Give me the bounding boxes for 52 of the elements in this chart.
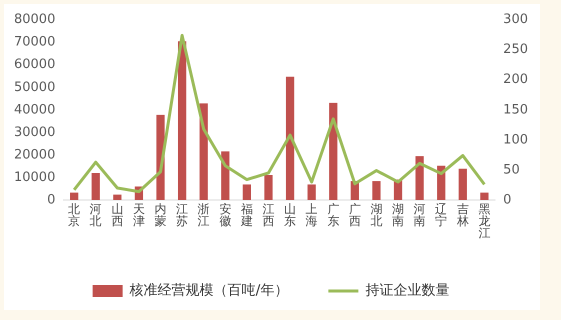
x-tick-label: 江西	[262, 202, 274, 228]
x-tick-label: 浙江	[198, 202, 210, 228]
x-tick-label: 广东	[327, 202, 340, 228]
bar	[92, 172, 100, 200]
x-tick-label: 北京	[68, 202, 80, 228]
y-tick-label: 10000	[14, 170, 56, 185]
bar	[221, 151, 230, 200]
x-tick-label: 黑龙江	[478, 202, 490, 240]
x-tick-label: 山西	[111, 202, 124, 228]
bar	[329, 102, 338, 200]
y2-tick-label: 300	[503, 12, 528, 28]
y-tick-label: 30000	[14, 124, 56, 140]
y-tick-label: 0	[47, 192, 56, 208]
x-tick-label: 福建	[240, 202, 253, 228]
y2-tick-label: 50	[503, 162, 520, 178]
y-tick-label: 20000	[14, 147, 56, 162]
y-tick-label: 40000	[14, 102, 56, 118]
x-tick-label: 河南	[414, 202, 426, 228]
x-tick-label: 江苏	[176, 202, 188, 228]
x-tick-label: 安徽	[219, 202, 232, 228]
x-tick-label: 山东	[284, 202, 296, 228]
y-tick-label: 70000	[14, 34, 56, 50]
legend-label: 持证企业数量	[365, 282, 450, 299]
bar	[458, 168, 467, 200]
y-tick-label: 50000	[14, 80, 56, 95]
bar	[308, 184, 316, 200]
y2-tick-label: 150	[503, 102, 528, 118]
y2-tick-label: 0	[503, 192, 512, 208]
bar	[178, 41, 186, 200]
bar	[372, 181, 381, 200]
bar	[264, 175, 273, 200]
bar	[70, 192, 78, 200]
bar	[242, 184, 252, 200]
y-tick-label: 80000	[14, 12, 56, 28]
x-tick-label: 吉林	[456, 202, 469, 228]
x-tick-label: 湖北	[370, 202, 382, 228]
x-tick-label: 天津	[132, 202, 145, 228]
bar	[113, 194, 122, 200]
x-tick-label: 内蒙	[154, 202, 167, 228]
legend-label: 核准经营规模（百吨/年）	[128, 282, 288, 299]
y2-tick-label: 200	[503, 72, 528, 88]
x-tick-label: 湖南	[392, 202, 404, 228]
x-tick-label: 河北	[90, 202, 102, 228]
bar	[200, 103, 208, 200]
bar	[480, 192, 489, 200]
x-tick-label: 辽宁	[435, 202, 448, 228]
bar	[286, 76, 294, 200]
y2-tick-label: 250	[503, 42, 528, 58]
x-tick-label: 上海	[306, 202, 318, 228]
x-tick-label: 广西	[348, 202, 361, 228]
y2-tick-label: 100	[503, 132, 528, 148]
y-tick-label: 60000	[14, 57, 56, 72]
